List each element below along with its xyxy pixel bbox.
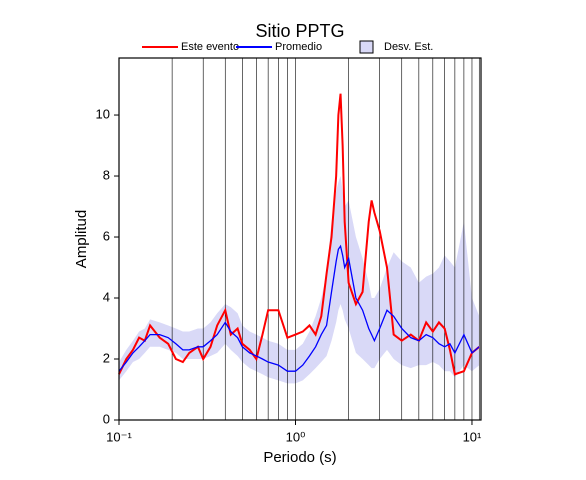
legend-swatch	[359, 40, 374, 54]
series-line	[118, 93, 480, 376]
y-tick-label: 10	[96, 106, 110, 121]
y-tick-label: 8	[103, 167, 110, 182]
y-tick-label: 4	[103, 289, 110, 304]
chart-title: Sitio PPTG	[255, 21, 344, 41]
x-tick-label: 10¹	[463, 429, 482, 444]
y-tick-label: 2	[103, 350, 110, 365]
x-tick-label: 10⁻¹	[106, 429, 132, 444]
y-tick-label: 6	[103, 228, 110, 243]
y-tick-label: 0	[103, 411, 110, 426]
x-tick-label: 10⁰	[286, 429, 306, 444]
plot-frame	[118, 57, 482, 421]
x-axis-label: Periodo (s)	[263, 449, 336, 466]
legend-label: Desv. Est.	[384, 41, 433, 53]
y-axis-label: Amplitud	[73, 210, 90, 268]
legend-label: Promedio	[275, 41, 322, 53]
series-line	[118, 244, 480, 372]
legend-label: Este evento	[181, 41, 239, 53]
std-band	[119, 176, 480, 384]
